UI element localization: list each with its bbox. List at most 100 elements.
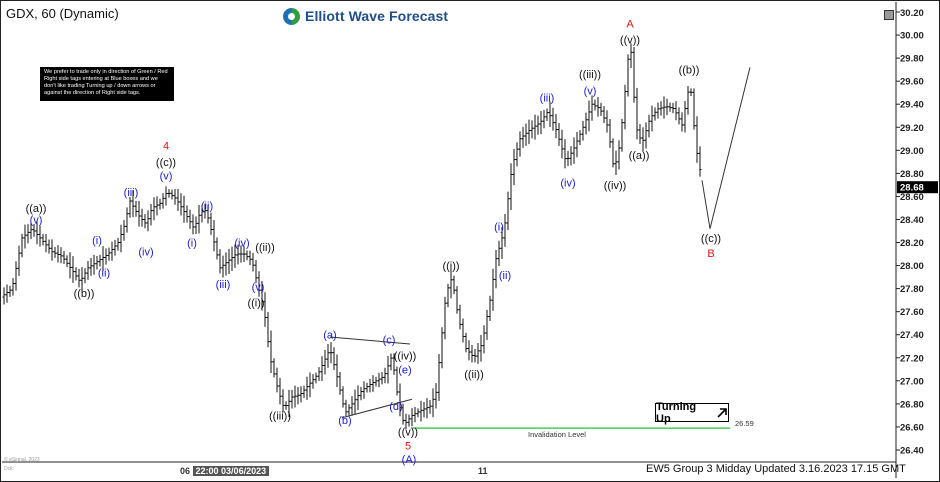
ohlc-bar [263,292,267,327]
ohlc-bar [203,203,207,219]
ohlc-bar [410,408,414,427]
ohlc-bar [398,383,402,417]
ohlc-bar [140,208,144,227]
x-axis-highlight-date: 22:00 03/06/2023 [192,466,270,476]
ohlc-bar [665,98,669,116]
ohlc-bar [530,120,534,139]
ohlc-bar [407,414,411,427]
y-tick-label: 29.20 [900,123,924,134]
ohlc-bar [599,102,603,116]
price-bars [2,43,702,430]
wave-label: ((iv)) [604,180,627,192]
ohlc-bar [269,330,273,373]
ohlc-bar [194,216,198,234]
ohlc-bar [38,225,42,247]
ohlc-bar [5,284,9,303]
snapshot-icon[interactable] [884,10,894,20]
ohlc-bar [17,245,21,276]
ohlc-bar [668,102,672,112]
ohlc-bar [449,269,453,299]
ohlc-bar [560,129,564,159]
ohlc-bar [158,198,162,210]
ohlc-bar [695,116,699,163]
ohlc-bar [260,281,264,311]
ohlc-bar [275,367,279,393]
ohlc-bar [491,268,495,311]
invalidation-value-label: 26.59 [735,419,754,428]
elliott-wave-logo-icon [283,7,300,25]
ohlc-bar [302,385,306,398]
ohlc-bar [539,111,543,135]
ohlc-bar [287,389,291,418]
ohlc-bar [593,99,597,111]
ohlc-bar [542,109,546,129]
ohlc-bar [62,251,66,265]
ohlc-bar [323,350,327,375]
ohlc-bar [164,186,168,206]
ohlc-bar [125,207,129,233]
ohlc-bar [392,353,396,375]
ohlc-bar [137,200,141,227]
ohlc-bar [581,120,585,141]
y-tick-label: 30.00 [900,31,924,42]
ohlc-bar [221,255,225,278]
y-tick-label: 26.60 [900,422,924,433]
ohlc-bar [305,376,309,400]
ohlc-bar [494,249,498,289]
ohlc-bar [314,372,318,384]
wave-label: (i) [187,238,197,250]
ohlc-bar [386,356,390,384]
ohlc-bar [557,122,561,146]
ohlc-bar [509,163,513,210]
ohlc-bar [11,278,15,296]
wave-label: (A) [402,454,417,466]
ohlc-bar [254,260,258,284]
ohlc-bar [383,367,387,384]
ohlc-bar [605,110,609,133]
ohlc-bar [146,210,150,232]
ohlc-bar [461,318,465,343]
ohlc-bar [239,245,243,263]
y-tick-label: 27.80 [900,284,924,295]
ohlc-bar [206,205,210,224]
ohlc-bar [632,47,636,103]
ohlc-bar [473,348,477,363]
ohlc-bar [290,389,294,409]
wave-label: ((v)) [620,35,640,47]
wave-label: ((iii)) [579,69,601,81]
ohlc-bar [611,138,615,168]
ohlc-bar [341,386,345,408]
wave-label: ((i)) [442,261,459,273]
ohlc-bar [326,344,330,368]
ohlc-bar [209,212,213,235]
ohlc-bar [110,241,114,261]
ohlc-bar [188,209,192,229]
ohlc-bar [77,268,81,288]
projection-line [701,67,751,229]
dck-credit: Dck: [4,466,14,472]
wave-label: (iv) [138,247,153,259]
triangle-trendline [341,398,413,419]
invalidation-line: Invalidation Level 26.59 [412,419,754,439]
ohlc-bar [56,245,60,263]
ohlc-bar [698,146,702,177]
y-tick-label: 29.40 [900,100,924,111]
y-tick-label: 29.60 [900,77,924,88]
wave-label: ((ii)) [255,242,275,254]
ohlc-bar [191,214,195,235]
brand-name: Elliott Wave Forecast [305,8,449,24]
wave-label: ((b)) [74,288,95,300]
ohlc-bar [641,127,645,152]
wave-label: ((iii)) [269,410,291,422]
wave-label: ((v)) [398,427,418,439]
ohlc-bar [677,107,681,125]
ohlc-bar [587,100,591,132]
ohlc-bar [629,43,633,69]
ohlc-bar [167,189,171,198]
y-tick-label: 28.00 [900,261,924,272]
ohlc-bar [521,126,525,148]
ohlc-bar [230,246,234,272]
ohlc-bar [452,275,456,295]
y-tick-label: 28.80 [900,169,924,180]
ohlc-bar [518,131,522,157]
